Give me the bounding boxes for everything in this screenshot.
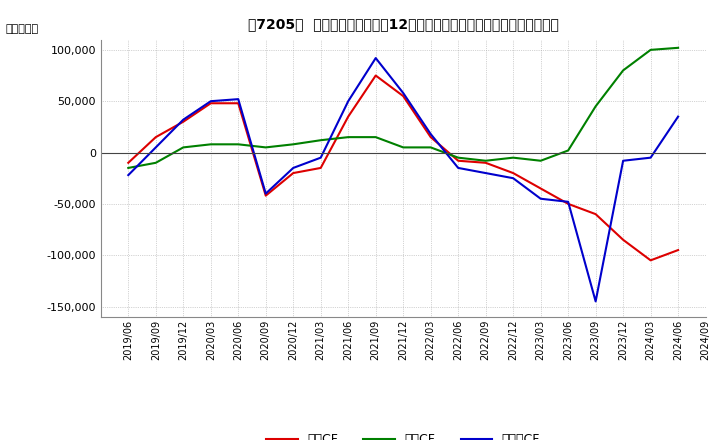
フリーCF xyxy=(207,99,215,104)
営業CF xyxy=(564,201,572,206)
フリーCF xyxy=(674,114,683,119)
営業CF xyxy=(151,135,160,140)
フリーCF xyxy=(289,165,297,171)
営業CF xyxy=(316,165,325,171)
営業CF xyxy=(344,114,353,119)
Line: 営業CF: 営業CF xyxy=(128,76,678,260)
フリーCF xyxy=(372,55,380,61)
投資CF xyxy=(234,142,243,147)
投資CF xyxy=(151,160,160,165)
フリーCF xyxy=(179,117,188,122)
営業CF xyxy=(124,160,132,165)
営業CF xyxy=(536,186,545,191)
フリーCF xyxy=(647,155,655,160)
営業CF xyxy=(399,93,408,99)
投資CF xyxy=(647,47,655,52)
フリーCF xyxy=(482,170,490,176)
営業CF xyxy=(454,158,462,163)
フリーCF xyxy=(261,191,270,196)
フリーCF xyxy=(564,199,572,205)
Legend: 営業CF, 投資CF, フリーCF: 営業CF, 投資CF, フリーCF xyxy=(261,429,545,440)
Line: 投資CF: 投資CF xyxy=(128,48,678,168)
投資CF xyxy=(591,104,600,109)
営業CF xyxy=(261,193,270,198)
投資CF xyxy=(618,68,627,73)
投資CF xyxy=(482,158,490,163)
投資CF xyxy=(124,165,132,171)
営業CF xyxy=(509,170,518,176)
フリーCF xyxy=(316,155,325,160)
投資CF xyxy=(564,148,572,153)
営業CF xyxy=(289,170,297,176)
投資CF xyxy=(509,155,518,160)
Line: フリーCF: フリーCF xyxy=(128,58,678,301)
投資CF xyxy=(399,145,408,150)
フリーCF xyxy=(344,99,353,104)
フリーCF xyxy=(509,176,518,181)
営業CF xyxy=(179,119,188,125)
フリーCF xyxy=(151,145,160,150)
営業CF xyxy=(234,101,243,106)
投資CF xyxy=(179,145,188,150)
営業CF xyxy=(591,212,600,217)
投資CF xyxy=(316,138,325,143)
営業CF xyxy=(372,73,380,78)
フリーCF xyxy=(124,172,132,178)
投資CF xyxy=(372,135,380,140)
フリーCF xyxy=(454,165,462,171)
営業CF xyxy=(618,237,627,242)
投資CF xyxy=(674,45,683,51)
フリーCF xyxy=(536,196,545,202)
Y-axis label: （百万円）: （百万円） xyxy=(6,24,39,34)
投資CF xyxy=(207,142,215,147)
フリーCF xyxy=(234,96,243,102)
営業CF xyxy=(674,247,683,253)
フリーCF xyxy=(399,90,408,95)
Title: ［7205］  キャッシュフローの12か月移動合計の対前年同期増減額の推移: ［7205］ キャッシュフローの12か月移動合計の対前年同期増減額の推移 xyxy=(248,18,559,32)
投資CF xyxy=(261,145,270,150)
営業CF xyxy=(482,160,490,165)
投資CF xyxy=(426,145,435,150)
投資CF xyxy=(344,135,353,140)
営業CF xyxy=(426,135,435,140)
営業CF xyxy=(647,258,655,263)
投資CF xyxy=(454,155,462,160)
フリーCF xyxy=(426,132,435,137)
投資CF xyxy=(536,158,545,163)
フリーCF xyxy=(591,299,600,304)
営業CF xyxy=(207,101,215,106)
投資CF xyxy=(289,142,297,147)
フリーCF xyxy=(618,158,627,163)
